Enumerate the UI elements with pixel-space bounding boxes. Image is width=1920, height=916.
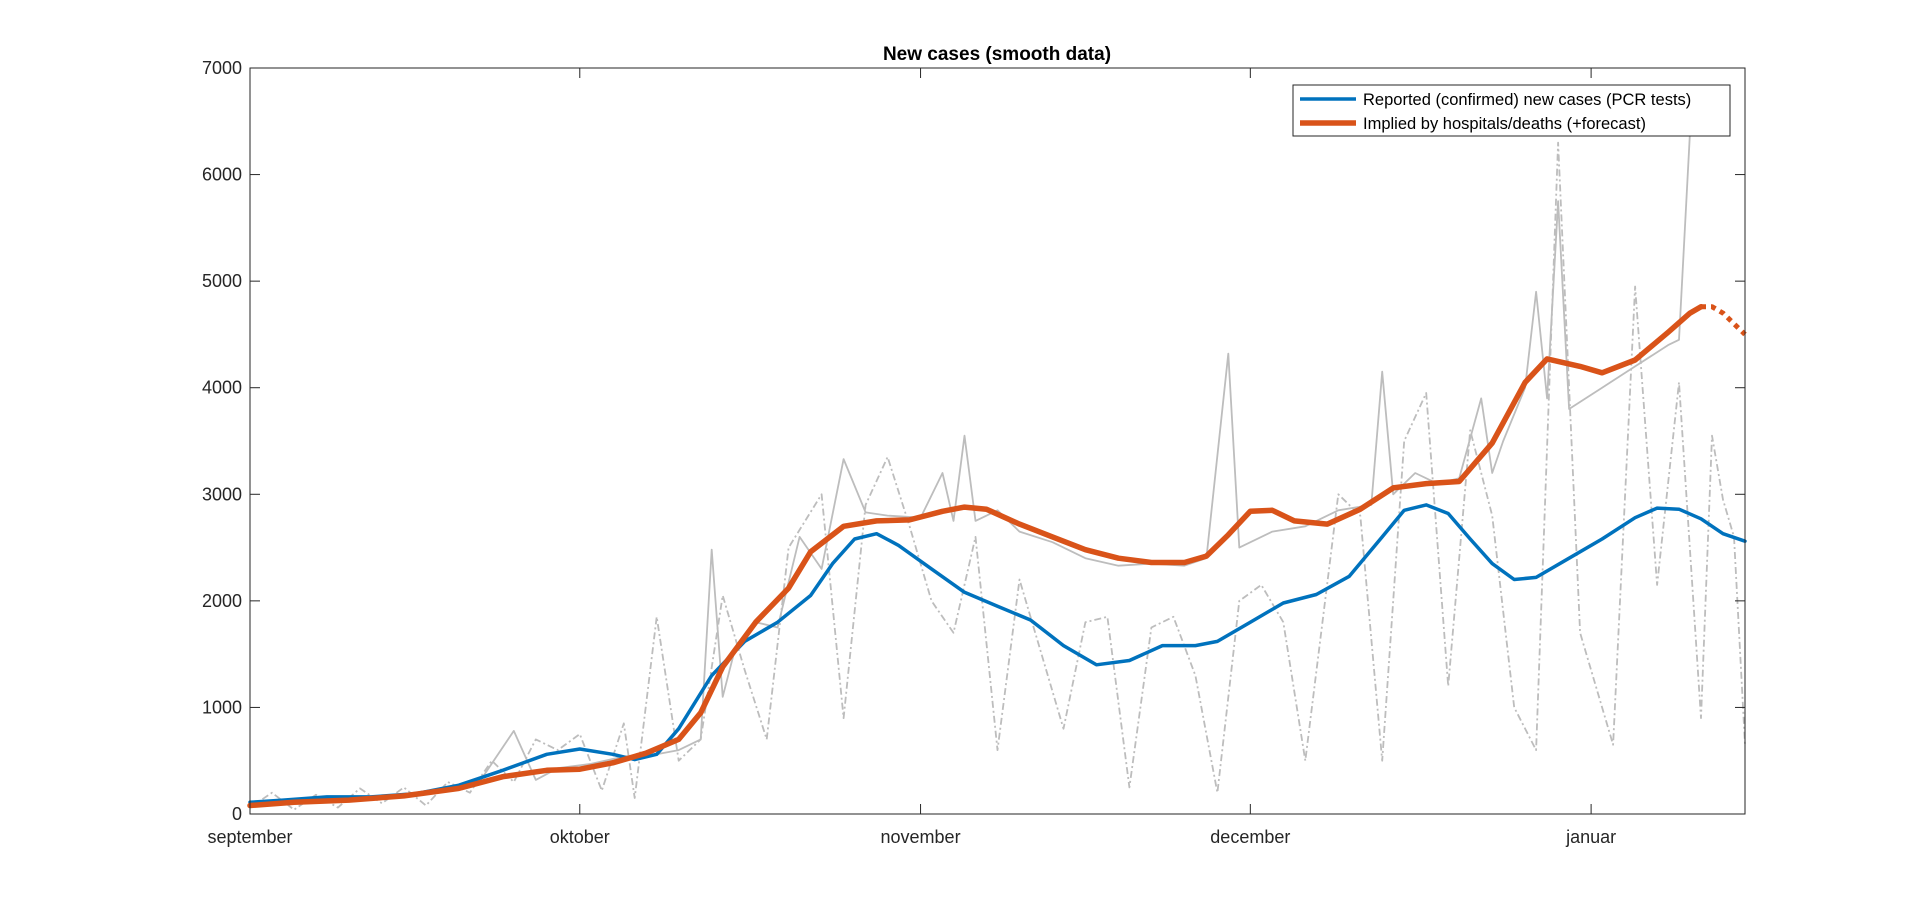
y-tick-label-2: 2000 (202, 591, 242, 611)
plot-area (250, 68, 1745, 814)
series-layer (247, 130, 1747, 811)
y-tick-label-1: 1000 (202, 697, 242, 717)
y-tick-label-5: 5000 (202, 271, 242, 291)
x-tick-label-3: december (1210, 827, 1290, 847)
series-line-2 (1701, 304, 1747, 337)
y-tick-label-7: 7000 (202, 58, 242, 78)
legend-label-0: Reported (confirmed) new cases (PCR test… (1363, 91, 1691, 109)
plot-frame (249, 67, 1746, 815)
y-tick-label-3: 3000 (202, 484, 242, 504)
series-line-1 (247, 303, 1704, 809)
x-tick-label-2: november (881, 827, 961, 847)
series-line-0 (248, 503, 1747, 805)
y-tick-label-6: 6000 (202, 165, 242, 185)
chart-title: New cases (smooth data) (883, 44, 1111, 65)
y-tick-label-0: 0 (232, 804, 242, 824)
legend: Reported (confirmed) new cases (PCR test… (1292, 84, 1731, 137)
x-tick-label-1: oktober (550, 827, 610, 847)
axis-layer: 0 1000 2000 3000 4000 5000 6000 7000 september ok… (202, 58, 1745, 847)
legend-label-1: Implied by hospitals/deaths (+forecast) (1363, 115, 1646, 133)
x-tick-label-4: januar (1565, 827, 1616, 847)
legend-box (1292, 84, 1731, 137)
series-line-4 (249, 141, 1746, 811)
x-tick-label-0: september (207, 827, 292, 847)
y-tick-label-4: 4000 (202, 378, 242, 398)
series-line-3 (249, 130, 1691, 806)
